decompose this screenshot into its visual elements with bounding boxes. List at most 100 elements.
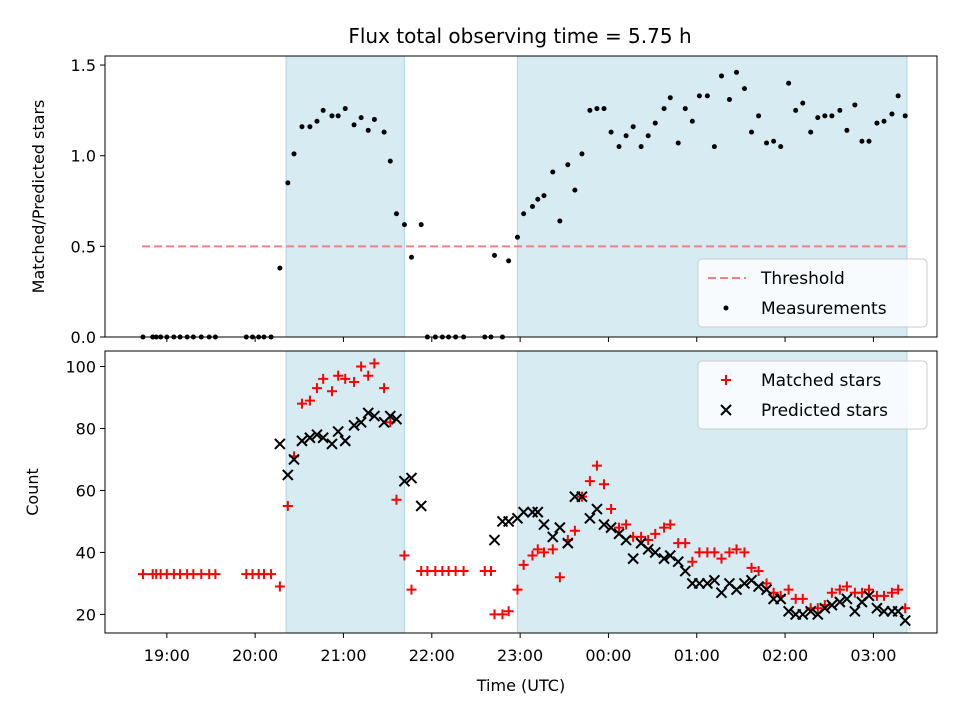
measurement-point [711, 144, 717, 150]
matched-point [680, 538, 691, 549]
matched-point [650, 528, 661, 539]
matched-point [716, 553, 727, 564]
legend-label: Measurements [761, 299, 887, 319]
measurement-point [866, 138, 872, 144]
predicted-point [679, 565, 691, 577]
legend-label: Matched stars [761, 371, 881, 391]
measurement-point [418, 222, 424, 228]
predicted-point [532, 506, 544, 518]
matched-point [356, 361, 367, 372]
matched-point [363, 370, 374, 381]
matched-point [503, 606, 514, 617]
matched-point [636, 531, 647, 542]
measurement-point [365, 127, 371, 133]
legend-label: Predicted stars [761, 401, 888, 421]
x-tick-label: 01:00 [674, 646, 720, 665]
matched-point [399, 550, 410, 561]
matched-point [340, 373, 351, 384]
predicted-point [849, 605, 861, 618]
measurement-point [800, 100, 806, 106]
x-axis-label: Time (UTC) [476, 676, 565, 695]
matched-point [731, 544, 742, 555]
predicted-point [591, 503, 603, 515]
measurement-point [645, 133, 651, 139]
matched-point [518, 559, 529, 570]
matched-point [886, 587, 897, 598]
predicted-point [797, 608, 809, 621]
measurement-point [535, 196, 541, 202]
predicted-point [752, 580, 765, 593]
matched-point [834, 584, 845, 595]
matched-point [709, 547, 720, 558]
predicted-point [355, 416, 367, 428]
measurement-point [342, 106, 348, 112]
x-tick-label: 21:00 [320, 646, 366, 665]
measurement-point [371, 116, 377, 122]
legend-label: Threshold [760, 269, 845, 289]
measurement-point [889, 111, 895, 117]
predicted-point [288, 453, 300, 466]
measurement-point [771, 138, 777, 144]
predicted-point [332, 425, 344, 438]
measurement-point [387, 158, 393, 164]
predicted-point [339, 435, 351, 447]
measurement-point [550, 169, 556, 175]
matched-point [569, 525, 580, 536]
measurement-point [638, 144, 644, 150]
measurement-point [652, 120, 658, 126]
predicted-point [304, 432, 316, 444]
matched-point [554, 572, 565, 583]
predicted-series [274, 407, 911, 627]
predicted-point [405, 472, 418, 484]
measurement-point [718, 73, 724, 79]
predicted-point [658, 552, 670, 565]
y-tick-label: 60 [76, 481, 96, 500]
matched-point [326, 386, 337, 397]
matched-point [841, 581, 852, 592]
matched-point [349, 376, 360, 387]
measurement-point [608, 129, 614, 135]
predicted-point [804, 605, 817, 618]
matched-point [826, 587, 837, 598]
matched-point [659, 522, 670, 533]
predicted-point [642, 543, 654, 556]
legend-swatch-measurements [723, 305, 729, 311]
measurement-point [335, 113, 341, 119]
matched-point [391, 494, 402, 505]
predicted-point [899, 614, 911, 627]
measurement-point [557, 218, 563, 224]
x-tick-label: 00:00 [585, 646, 631, 665]
matched-point [318, 373, 329, 384]
measurement-point [756, 113, 762, 119]
predicted-point [584, 512, 596, 525]
measurement-point [815, 115, 821, 121]
measurement-point [291, 151, 297, 157]
measurement-point [837, 107, 843, 113]
predicted-point [311, 428, 323, 441]
predicted-point [576, 490, 588, 503]
matched-point [591, 460, 602, 471]
predicted-point [362, 407, 374, 419]
x-tick-label: 23:00 [497, 646, 543, 665]
measurement-point [822, 113, 828, 119]
predicted-point [517, 506, 530, 518]
predicted-point [598, 518, 610, 531]
predicted-point [760, 583, 773, 596]
predicted-point [384, 410, 396, 422]
predicted-point [863, 590, 875, 602]
measurement-point [682, 106, 688, 112]
matched-point [512, 584, 523, 595]
y-tick-label: 80 [76, 419, 96, 438]
matched-point [797, 593, 808, 604]
predicted-point [672, 556, 684, 568]
measurement-point [734, 69, 740, 75]
legend-swatch-predicted [720, 404, 732, 416]
matched-point [210, 569, 221, 580]
axes-frame [104, 55, 938, 338]
matched-point [304, 395, 315, 406]
measurement-point [565, 162, 571, 168]
measurement-point [764, 140, 770, 146]
legend-swatch-matched [721, 375, 731, 385]
measurements-series [140, 69, 908, 340]
y-axis-label: Count [23, 468, 42, 516]
